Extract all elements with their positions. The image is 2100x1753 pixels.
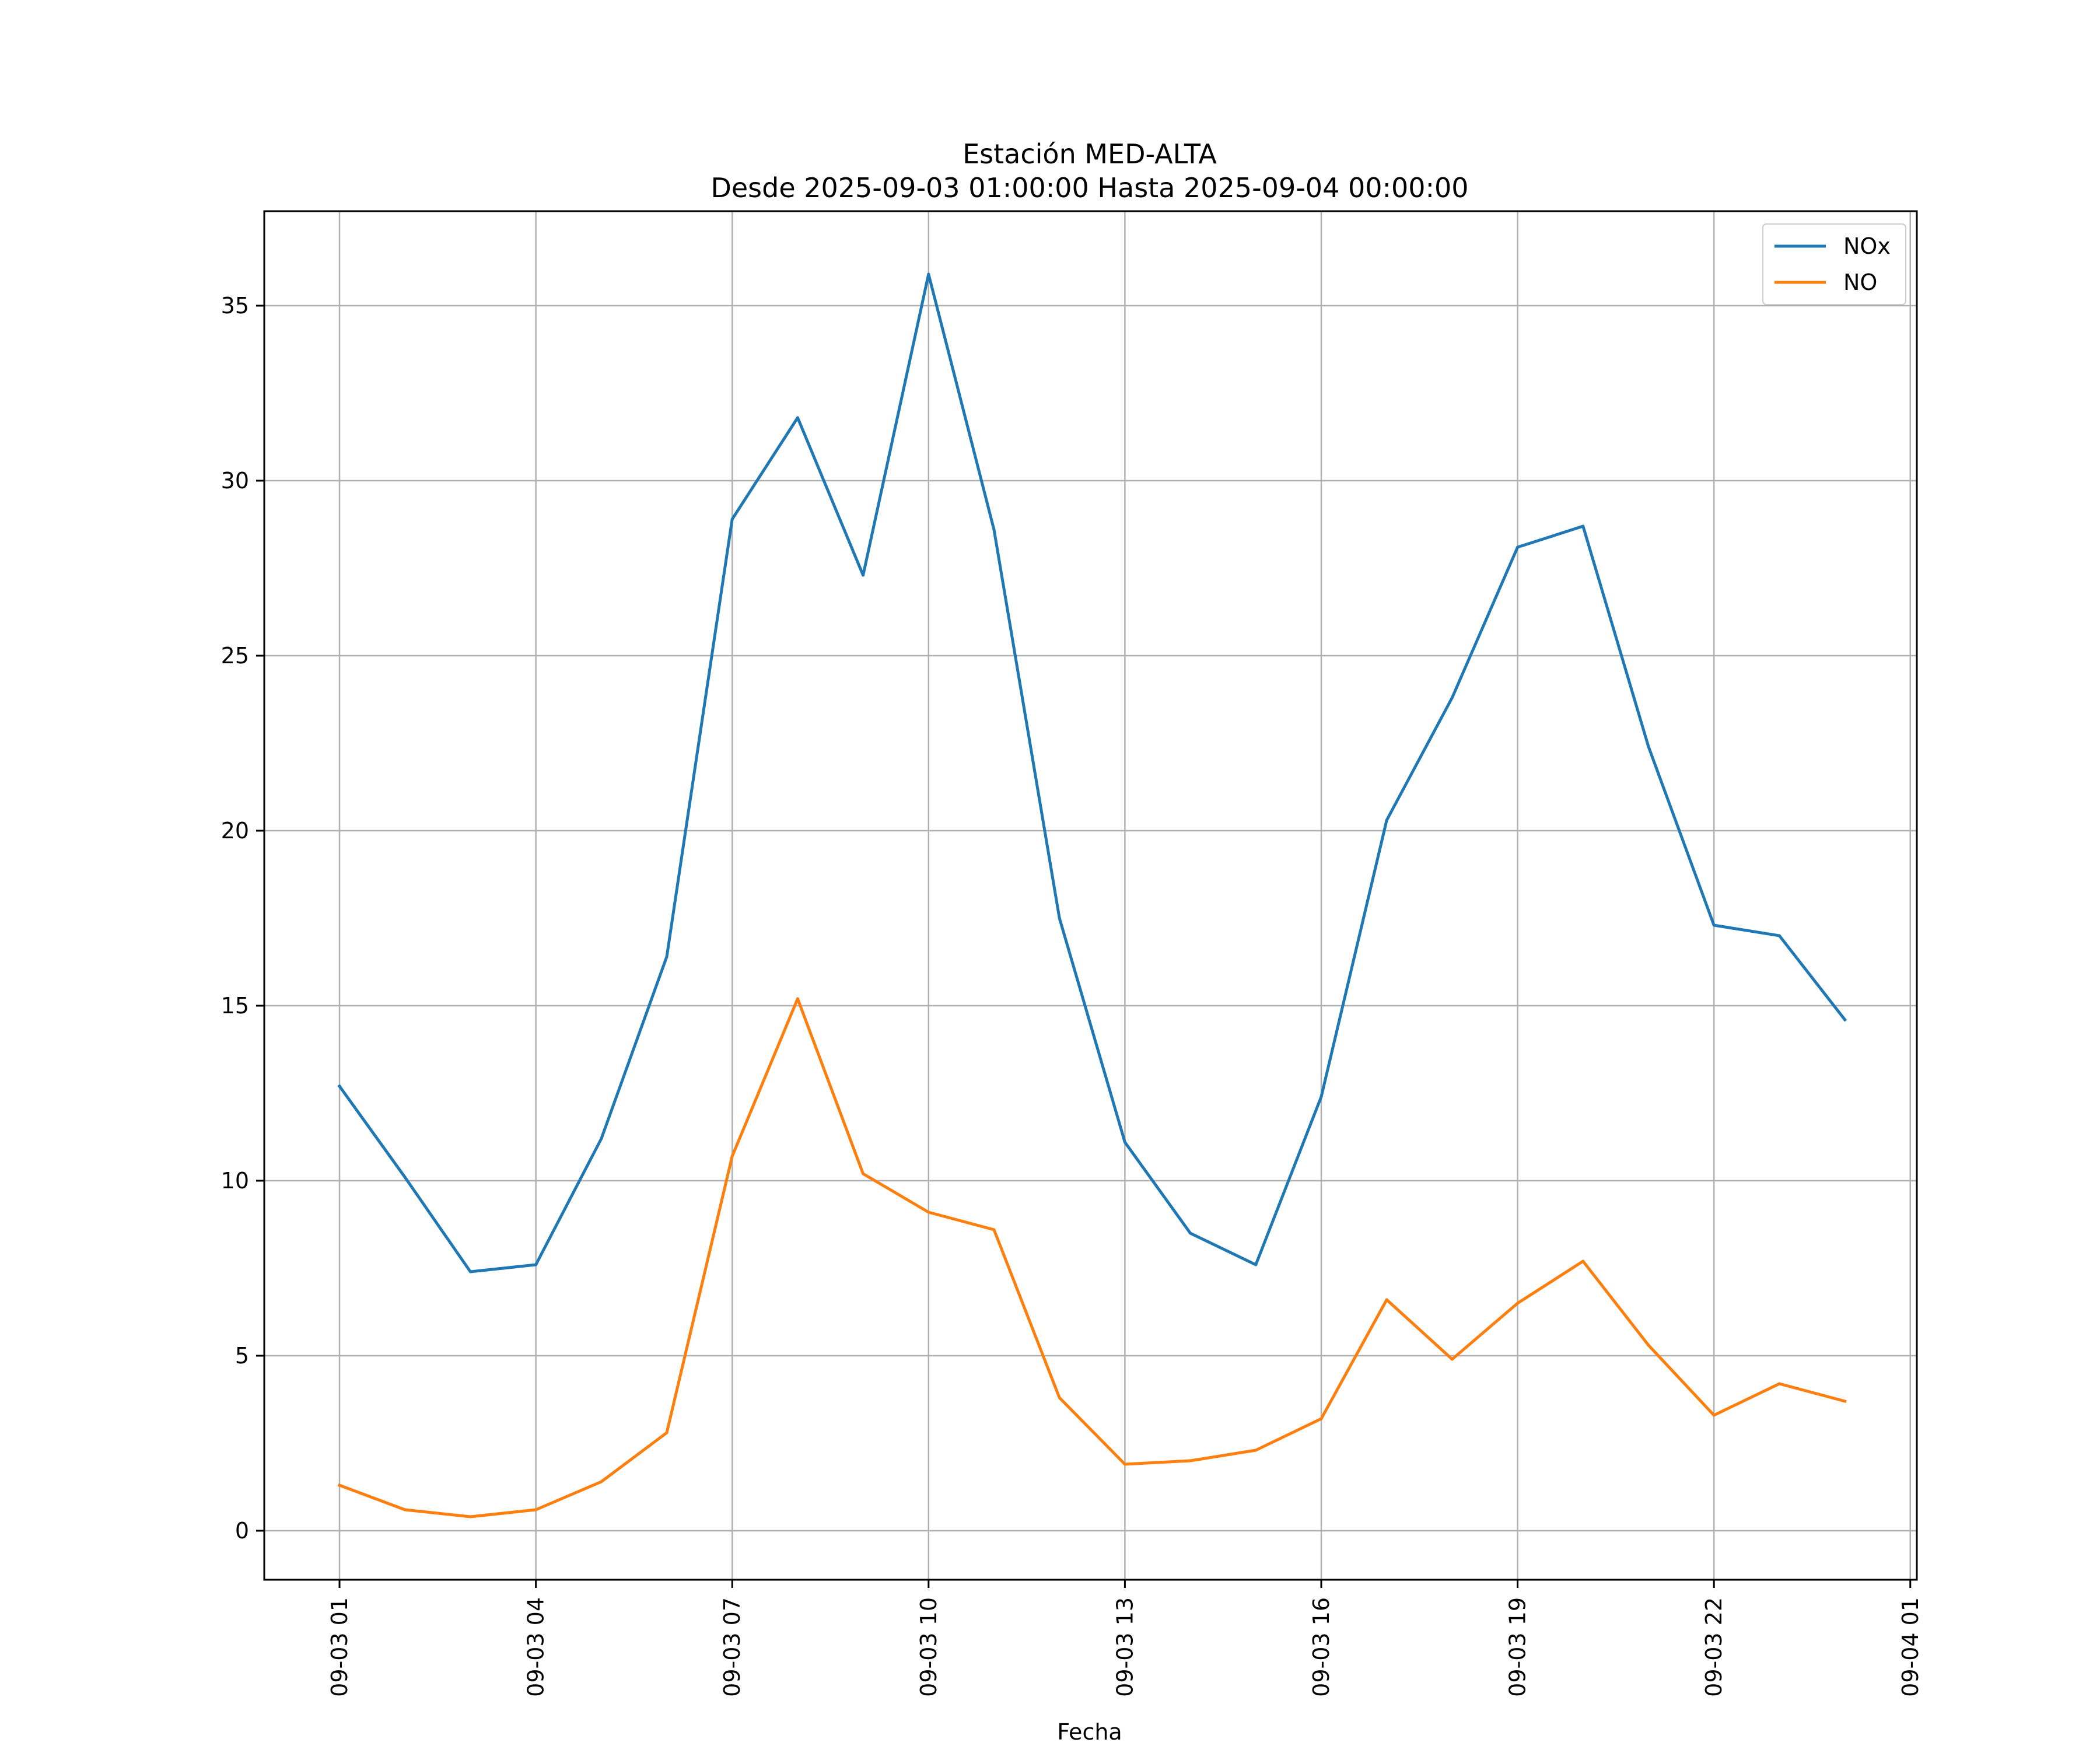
x-tick-label: 09-03 22 [1701,1597,1727,1697]
x-tick-label: 09-03 16 [1308,1597,1334,1697]
legend-label-no: NO [1843,270,1877,295]
series-lines [337,272,1847,1518]
data-point-nox [600,1137,603,1140]
data-point-no [1647,1343,1650,1347]
x-tick-label: 09-03 07 [719,1597,745,1697]
data-point-no [1058,1396,1061,1399]
data-point-nox [1189,1231,1192,1235]
data-point-nox [1123,1140,1126,1144]
legend: NOx NO [1762,223,1906,305]
data-point-nox [1450,696,1454,699]
data-point-nox [730,517,734,521]
data-point-nox [665,955,668,958]
data-point-nox [534,1263,538,1266]
data-point-no [1385,1298,1388,1301]
data-point-nox [1777,934,1781,937]
x-tick-label: 09-03 01 [327,1597,352,1697]
data-point-nox [468,1270,472,1273]
data-point-no [1123,1462,1126,1466]
data-point-nox [862,573,865,577]
data-point-no [862,1172,865,1175]
y-tick-label: 5 [235,1343,249,1369]
data-point-no [534,1508,538,1511]
data-point-nox [1254,1263,1258,1266]
y-tick-label: 0 [235,1518,249,1544]
y-tick-label: 20 [221,818,249,844]
data-point-nox [992,528,996,531]
data-point-nox [1581,524,1585,528]
data-point-no [1320,1417,1323,1420]
y-tick-label: 15 [221,993,249,1019]
series-line-no [337,997,1847,1518]
data-point-nox [338,1084,341,1088]
x-tick-label: 09-04 01 [1898,1597,1923,1697]
data-point-nox [1385,818,1388,822]
legend-label-nox: NOx [1843,233,1891,259]
y-tick-label: 35 [221,293,249,319]
data-point-no [1254,1448,1258,1452]
data-point-nox [1320,1095,1323,1098]
data-point-no [1450,1357,1454,1361]
axis-ticks: 0 5 10 15 20 25 30 35 09-03 01 09-03 04 09-03 07 09… [221,293,1923,1697]
data-point-nox [1647,745,1650,748]
x-axis-label: Fecha [1057,1719,1122,1745]
data-point-no [665,1431,668,1434]
data-point-nox [796,416,799,419]
data-point-no [796,997,799,1000]
data-point-nox [1843,1018,1847,1021]
data-point-no [338,1483,341,1487]
y-tick-label: 25 [221,643,249,669]
data-point-nox [1516,545,1520,549]
x-tick-label: 09-03 13 [1112,1597,1138,1697]
x-tick-label: 09-03 10 [916,1597,942,1697]
plot-area-frame [263,210,1918,1581]
data-point-nox [1058,916,1061,920]
data-point-no [1581,1259,1585,1263]
series-line-nox [337,272,1847,1273]
data-point-nox [1712,923,1716,927]
y-tick-label: 30 [221,468,249,494]
data-point-no [927,1210,930,1214]
data-point-nox [927,272,930,276]
data-point-no [403,1508,407,1511]
data-point-no [1189,1459,1192,1462]
y-tick-label: 10 [221,1168,249,1194]
data-point-no [1843,1399,1847,1403]
data-point-no [730,1154,734,1158]
data-point-nox [403,1175,407,1179]
legend-frame [1762,223,1906,305]
data-point-no [1777,1382,1781,1385]
data-point-no [600,1480,603,1483]
chart-title: Estación MED-ALTA [963,138,1217,170]
data-point-no [468,1515,472,1518]
data-point-no [992,1228,996,1231]
data-point-no [1516,1301,1520,1305]
x-tick-label: 09-03 04 [523,1597,549,1697]
x-tick-label: 09-03 19 [1505,1597,1531,1697]
grid-lines [264,211,1917,1580]
data-point-no [1712,1413,1716,1417]
chart-subtitle: Desde 2025-09-03 01:00:00 Hasta 2025-09-… [710,172,1468,204]
